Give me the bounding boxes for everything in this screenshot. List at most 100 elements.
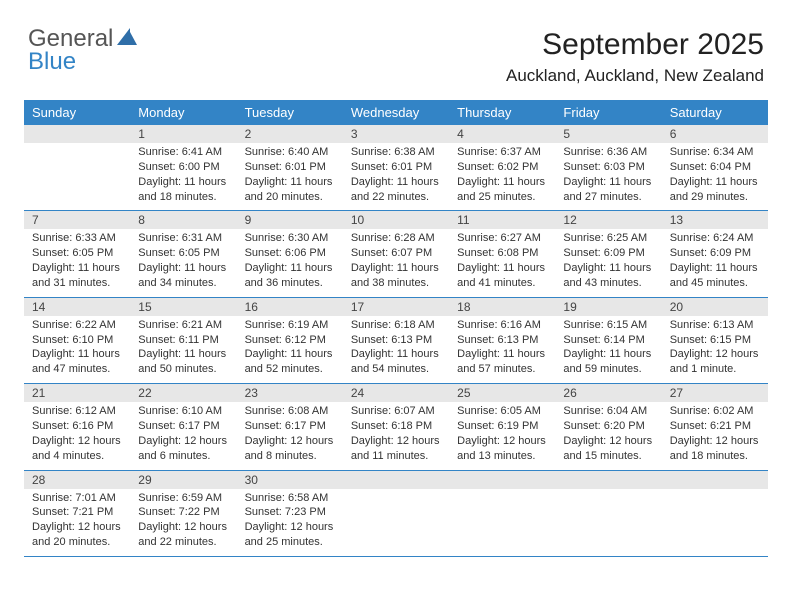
sunset-text: Sunset: 6:13 PM [457, 333, 547, 348]
sunset-text: Sunset: 7:21 PM [32, 505, 122, 520]
daylight-text: Daylight: 12 hours and 20 minutes. [32, 520, 122, 550]
daylight-text: Daylight: 11 hours and 41 minutes. [457, 261, 547, 291]
day-cell [449, 471, 555, 556]
day-info [343, 489, 449, 497]
day-cell: 2Sunrise: 6:40 AMSunset: 6:01 PMDaylight… [237, 125, 343, 210]
sunrise-text: Sunrise: 6:25 AM [563, 231, 653, 246]
day-cell: 20Sunrise: 6:13 AMSunset: 6:15 PMDayligh… [662, 298, 768, 383]
day-number: 3 [343, 125, 449, 143]
sunrise-text: Sunrise: 6:34 AM [670, 145, 760, 160]
day-cell: 30Sunrise: 6:58 AMSunset: 7:23 PMDayligh… [237, 471, 343, 556]
sunset-text: Sunset: 7:22 PM [138, 505, 228, 520]
day-number: 5 [555, 125, 661, 143]
sunrise-text: Sunrise: 6:33 AM [32, 231, 122, 246]
daylight-text: Daylight: 12 hours and 22 minutes. [138, 520, 228, 550]
sunrise-text: Sunrise: 6:12 AM [32, 404, 122, 419]
day-cell: 4Sunrise: 6:37 AMSunset: 6:02 PMDaylight… [449, 125, 555, 210]
day-info: Sunrise: 6:15 AMSunset: 6:14 PMDaylight:… [555, 316, 661, 383]
day-number: 12 [555, 211, 661, 229]
week-row: 1Sunrise: 6:41 AMSunset: 6:00 PMDaylight… [24, 125, 768, 211]
sunset-text: Sunset: 6:08 PM [457, 246, 547, 261]
sunrise-text: Sunrise: 6:21 AM [138, 318, 228, 333]
day-info: Sunrise: 6:25 AMSunset: 6:09 PMDaylight:… [555, 229, 661, 296]
day-info: Sunrise: 6:07 AMSunset: 6:18 PMDaylight:… [343, 402, 449, 469]
sunset-text: Sunset: 6:05 PM [138, 246, 228, 261]
day-info: Sunrise: 6:34 AMSunset: 6:04 PMDaylight:… [662, 143, 768, 210]
day-info [555, 489, 661, 497]
sunset-text: Sunset: 6:02 PM [457, 160, 547, 175]
day-cell: 23Sunrise: 6:08 AMSunset: 6:17 PMDayligh… [237, 384, 343, 469]
day-cell: 26Sunrise: 6:04 AMSunset: 6:20 PMDayligh… [555, 384, 661, 469]
day-info: Sunrise: 6:27 AMSunset: 6:08 PMDaylight:… [449, 229, 555, 296]
day-info: Sunrise: 6:30 AMSunset: 6:06 PMDaylight:… [237, 229, 343, 296]
day-info: Sunrise: 6:22 AMSunset: 6:10 PMDaylight:… [24, 316, 130, 383]
day-cell: 6Sunrise: 6:34 AMSunset: 6:04 PMDaylight… [662, 125, 768, 210]
day-cell: 28Sunrise: 7:01 AMSunset: 7:21 PMDayligh… [24, 471, 130, 556]
sunrise-text: Sunrise: 6:27 AM [457, 231, 547, 246]
day-number: 29 [130, 471, 236, 489]
sunset-text: Sunset: 6:12 PM [245, 333, 335, 348]
sunset-text: Sunset: 6:05 PM [32, 246, 122, 261]
day-number: 6 [662, 125, 768, 143]
sunrise-text: Sunrise: 6:38 AM [351, 145, 441, 160]
day-info: Sunrise: 6:02 AMSunset: 6:21 PMDaylight:… [662, 402, 768, 469]
sunrise-text: Sunrise: 6:30 AM [245, 231, 335, 246]
day-cell: 17Sunrise: 6:18 AMSunset: 6:13 PMDayligh… [343, 298, 449, 383]
daylight-text: Daylight: 12 hours and 8 minutes. [245, 434, 335, 464]
daylight-text: Daylight: 11 hours and 29 minutes. [670, 175, 760, 205]
day-cell: 7Sunrise: 6:33 AMSunset: 6:05 PMDaylight… [24, 211, 130, 296]
weeks-container: 1Sunrise: 6:41 AMSunset: 6:00 PMDaylight… [24, 125, 768, 557]
day-number-empty [343, 471, 449, 489]
week-row: 28Sunrise: 7:01 AMSunset: 7:21 PMDayligh… [24, 471, 768, 557]
day-cell: 10Sunrise: 6:28 AMSunset: 6:07 PMDayligh… [343, 211, 449, 296]
day-number: 14 [24, 298, 130, 316]
sunrise-text: Sunrise: 6:05 AM [457, 404, 547, 419]
daylight-text: Daylight: 11 hours and 31 minutes. [32, 261, 122, 291]
logo-word-2: Blue [28, 48, 76, 75]
sunset-text: Sunset: 6:13 PM [351, 333, 441, 348]
day-number: 21 [24, 384, 130, 402]
day-cell: 18Sunrise: 6:16 AMSunset: 6:13 PMDayligh… [449, 298, 555, 383]
day-info [662, 489, 768, 497]
sunrise-text: Sunrise: 6:22 AM [32, 318, 122, 333]
daylight-text: Daylight: 11 hours and 50 minutes. [138, 347, 228, 377]
sunset-text: Sunset: 6:00 PM [138, 160, 228, 175]
daylight-text: Daylight: 11 hours and 18 minutes. [138, 175, 228, 205]
daylight-text: Daylight: 11 hours and 57 minutes. [457, 347, 547, 377]
sunset-text: Sunset: 6:06 PM [245, 246, 335, 261]
day-of-week-header: SundayMondayTuesdayWednesdayThursdayFrid… [24, 100, 768, 125]
location: Auckland, Auckland, New Zealand [506, 66, 764, 86]
title-block: September 2025 Auckland, Auckland, New Z… [506, 28, 764, 86]
day-info: Sunrise: 6:05 AMSunset: 6:19 PMDaylight:… [449, 402, 555, 469]
week-row: 7Sunrise: 6:33 AMSunset: 6:05 PMDaylight… [24, 211, 768, 297]
day-number: 4 [449, 125, 555, 143]
day-cell [662, 471, 768, 556]
day-cell: 19Sunrise: 6:15 AMSunset: 6:14 PMDayligh… [555, 298, 661, 383]
sunset-text: Sunset: 6:01 PM [351, 160, 441, 175]
dow-cell: Saturday [662, 100, 768, 125]
day-info: Sunrise: 6:16 AMSunset: 6:13 PMDaylight:… [449, 316, 555, 383]
day-cell: 13Sunrise: 6:24 AMSunset: 6:09 PMDayligh… [662, 211, 768, 296]
day-cell: 14Sunrise: 6:22 AMSunset: 6:10 PMDayligh… [24, 298, 130, 383]
day-cell: 16Sunrise: 6:19 AMSunset: 6:12 PMDayligh… [237, 298, 343, 383]
sunrise-text: Sunrise: 6:40 AM [245, 145, 335, 160]
day-number-empty [24, 125, 130, 143]
sunset-text: Sunset: 6:09 PM [670, 246, 760, 261]
sunrise-text: Sunrise: 6:07 AM [351, 404, 441, 419]
sunrise-text: Sunrise: 7:01 AM [32, 491, 122, 506]
day-cell: 21Sunrise: 6:12 AMSunset: 6:16 PMDayligh… [24, 384, 130, 469]
day-number-empty [662, 471, 768, 489]
dow-cell: Tuesday [237, 100, 343, 125]
week-row: 14Sunrise: 6:22 AMSunset: 6:10 PMDayligh… [24, 298, 768, 384]
sunset-text: Sunset: 6:15 PM [670, 333, 760, 348]
daylight-text: Daylight: 12 hours and 13 minutes. [457, 434, 547, 464]
day-info: Sunrise: 6:08 AMSunset: 6:17 PMDaylight:… [237, 402, 343, 469]
day-info: Sunrise: 6:24 AMSunset: 6:09 PMDaylight:… [662, 229, 768, 296]
day-cell: 22Sunrise: 6:10 AMSunset: 6:17 PMDayligh… [130, 384, 236, 469]
sunset-text: Sunset: 6:20 PM [563, 419, 653, 434]
daylight-text: Daylight: 11 hours and 20 minutes. [245, 175, 335, 205]
sunset-text: Sunset: 6:16 PM [32, 419, 122, 434]
day-cell: 15Sunrise: 6:21 AMSunset: 6:11 PMDayligh… [130, 298, 236, 383]
sunrise-text: Sunrise: 6:37 AM [457, 145, 547, 160]
daylight-text: Daylight: 11 hours and 34 minutes. [138, 261, 228, 291]
